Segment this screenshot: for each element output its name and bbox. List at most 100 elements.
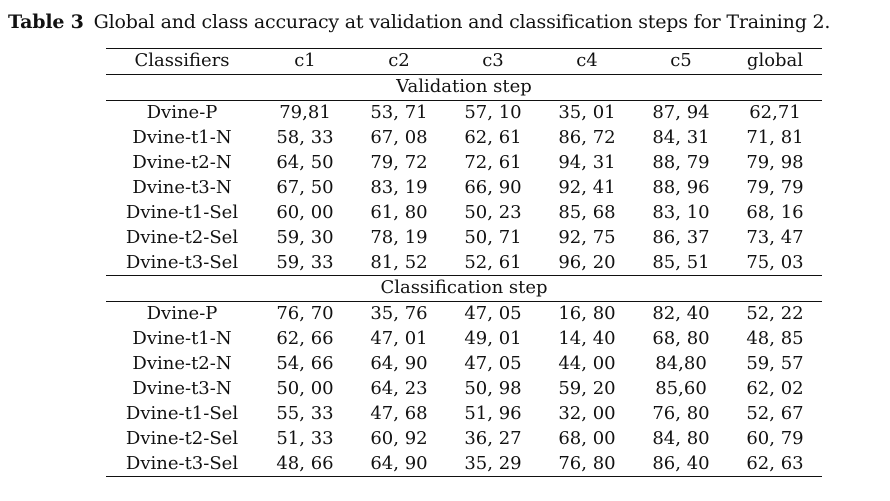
value-cell: 79, 72 (370, 152, 428, 173)
classifier-name-cell: Dvine-t1-Sel (125, 201, 239, 223)
value-cell: 92, 41 (558, 176, 616, 198)
value-cell: 47, 01 (370, 328, 428, 350)
value-cell: 50, 23 (464, 201, 522, 223)
value-cell: 60, 92 (370, 427, 428, 449)
value-cell: 67, 08 (370, 127, 428, 149)
value-cell: 94, 31 (558, 152, 616, 173)
value-cell: 68, 80 (652, 328, 710, 350)
value-cell: 50, 00 (276, 378, 334, 400)
table-caption-label: Table 3 (8, 11, 84, 33)
classifier-name-cell: Dvine-t2-Sel (125, 427, 239, 449)
table-row: Dvine-t3-Sel 59, 33 81, 52 52, 61 96, 20 85, … (106, 250, 822, 275)
value-cell: 64, 23 (370, 378, 428, 400)
table-row: Dvine-t1-N 62, 66 47, 01 49, 01 14, 40 68, 80… (106, 327, 822, 352)
classifier-name-cell: Dvine-t2-N (132, 152, 232, 173)
column-header-global: global (728, 48, 822, 75)
value-cell: 82, 40 (652, 303, 710, 325)
value-cell: 59, 57 (746, 353, 804, 375)
value-cell: 49, 01 (464, 328, 522, 350)
value-cell: 67, 50 (276, 176, 334, 198)
value-cell: 47, 05 (464, 303, 522, 325)
column-header-c5: c5 (634, 48, 728, 75)
value-cell: 53, 71 (370, 102, 428, 124)
value-cell: 57, 10 (464, 102, 522, 124)
value-cell: 81, 52 (370, 251, 428, 273)
value-cell: 52, 61 (464, 251, 522, 273)
value-cell: 52, 22 (746, 303, 804, 325)
column-header-classifiers: Classifiers (106, 48, 258, 75)
value-cell: 85, 51 (652, 251, 710, 273)
section-title: Validation step (106, 74, 822, 101)
value-cell: 59, 20 (558, 378, 616, 400)
value-cell: 84,80 (655, 353, 707, 375)
classifier-name-cell: Dvine-t1-N (132, 328, 232, 350)
column-header-c2: c2 (352, 48, 446, 75)
classifier-name-cell: Dvine-t3-N (132, 176, 232, 198)
value-cell: 79, 79 (746, 176, 804, 198)
value-cell: 35, 29 (446, 451, 540, 478)
value-cell: 50, 71 (464, 226, 522, 248)
value-cell: 66, 90 (464, 176, 522, 198)
table-row: Dvine-t1-Sel 55, 33 47, 68 51, 96 32, 00 76, … (106, 401, 822, 426)
table-row: Dvine-t3-N 50, 00 64, 23 50, 98 59, 20 85,60 6… (106, 377, 822, 402)
value-cell: 79, 98 (746, 152, 804, 173)
table-caption-text: Global and class accuracy at validation … (93, 11, 831, 33)
value-cell: 64, 50 (276, 152, 334, 173)
results-table: Classifiers c1 c2 c3 c4 c5 global Valida… (106, 48, 822, 478)
classifier-name-cell: Dvine-t1-Sel (125, 402, 239, 424)
table-row: Dvine-P 76, 70 35, 76 47, 05 16, 80 82, 40 52,… (106, 301, 822, 326)
value-cell: 35, 01 (558, 102, 616, 124)
value-cell: 85,60 (655, 378, 707, 400)
value-cell: 84, 31 (652, 127, 710, 149)
value-cell: 60, 00 (276, 201, 334, 223)
value-cell: 75, 03 (746, 251, 804, 273)
section-header-row: Classification step (106, 275, 822, 302)
classifier-name-cell: Dvine-t2-Sel (125, 226, 239, 248)
value-cell: 52, 67 (746, 402, 804, 424)
value-cell: 72, 61 (464, 152, 522, 173)
classifier-name-cell: Dvine-t3-Sel (106, 451, 258, 478)
table-row: Dvine-t2-Sel 51, 33 60, 92 36, 27 68, 00 84, … (106, 426, 822, 451)
classifier-name-cell: Dvine-P (146, 303, 218, 325)
table-row: Dvine-t2-N 54, 66 64, 90 47, 05 44, 00 84,80 5… (106, 352, 822, 377)
value-cell: 59, 33 (276, 251, 334, 273)
value-cell: 88, 79 (652, 152, 710, 173)
value-cell: 14, 40 (558, 328, 616, 350)
value-cell: 62,71 (749, 102, 801, 124)
value-cell: 79,81 (279, 102, 331, 124)
header-row: Classifiers c1 c2 c3 c4 c5 global (106, 48, 822, 75)
value-cell: 62, 63 (728, 451, 822, 478)
value-cell: 44, 00 (558, 353, 616, 375)
value-cell: 84, 80 (652, 427, 710, 449)
value-cell: 51, 96 (464, 402, 522, 424)
value-cell: 87, 94 (652, 102, 710, 124)
value-cell: 55, 33 (276, 402, 334, 424)
value-cell: 51, 33 (276, 427, 334, 449)
value-cell: 86, 37 (652, 226, 710, 248)
table-row: Dvine-t2-Sel 59, 30 78, 19 50, 71 92, 75 86, … (106, 225, 822, 250)
classifier-name-cell: Dvine-t3-Sel (125, 251, 239, 273)
value-cell: 54, 66 (276, 353, 334, 375)
value-cell: 76, 70 (276, 303, 334, 325)
value-cell: 86, 72 (558, 127, 616, 149)
value-cell: 64, 90 (370, 353, 428, 375)
value-cell: 62, 02 (746, 378, 804, 400)
section-title: Classification step (106, 275, 822, 302)
classifier-name-cell: Dvine-t1-N (132, 127, 232, 149)
value-cell: 83, 19 (370, 176, 428, 198)
value-cell: 76, 80 (540, 451, 634, 478)
table-row: Dvine-t3-Sel 48, 66 64, 90 35, 29 76, 80 86, … (106, 451, 822, 478)
value-cell: 92, 75 (558, 226, 616, 248)
value-cell: 36, 27 (464, 427, 522, 449)
value-cell: 64, 90 (352, 451, 446, 478)
value-cell: 32, 00 (558, 402, 616, 424)
value-cell: 78, 19 (370, 226, 428, 248)
value-cell: 73, 47 (746, 226, 804, 248)
value-cell: 48, 66 (258, 451, 352, 478)
value-cell: 76, 80 (652, 402, 710, 424)
table-row: Dvine-t2-N 64, 50 79, 72 72, 61 94, 31 88, 79… (106, 151, 822, 176)
table-row: Dvine-t3-N 67, 50 83, 19 66, 90 92, 41 88, 96… (106, 175, 822, 200)
column-header-c3: c3 (446, 48, 540, 75)
value-cell: 16, 80 (558, 303, 616, 325)
classifier-name-cell: Dvine-t2-N (132, 353, 232, 375)
